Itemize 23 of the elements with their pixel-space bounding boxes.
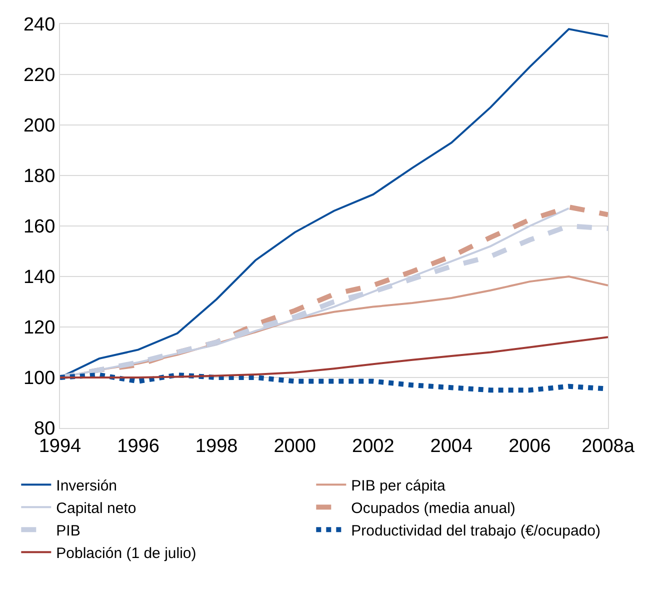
legend-label: PIB per cápita — [351, 478, 446, 494]
legend-label: Productividad del trabajo (€/ocupado) — [351, 522, 600, 540]
x-tick-label: 1996 — [117, 436, 160, 457]
x-tick-label: 2004 — [430, 436, 473, 457]
y-tick-label: 240 — [23, 14, 56, 36]
legend-label: Inversión — [56, 478, 118, 494]
y-tick-label: 180 — [23, 166, 56, 188]
legend-label: Capital neto — [56, 500, 136, 517]
x-tick-label: 2006 — [508, 436, 551, 457]
y-tick-label: 220 — [23, 65, 56, 86]
line-series — [60, 336, 608, 378]
y-tick-label: 160 — [23, 216, 56, 238]
y-tick-label: 100 — [23, 368, 56, 390]
legend-label: PIB — [56, 522, 80, 540]
x-tick-label: 2000 — [274, 436, 316, 457]
y-tick-label: 120 — [23, 318, 56, 339]
legend-label: Población (1 de julio) — [56, 545, 196, 562]
x-tick-label: 2008a — [582, 436, 635, 457]
x-tick-label: 1998 — [195, 436, 238, 457]
legend-label: Ocupados (media anual) — [351, 500, 516, 517]
x-tick-label: 2002 — [352, 436, 394, 457]
y-tick-label: 140 — [23, 267, 56, 288]
y-tick-label: 200 — [23, 116, 56, 137]
